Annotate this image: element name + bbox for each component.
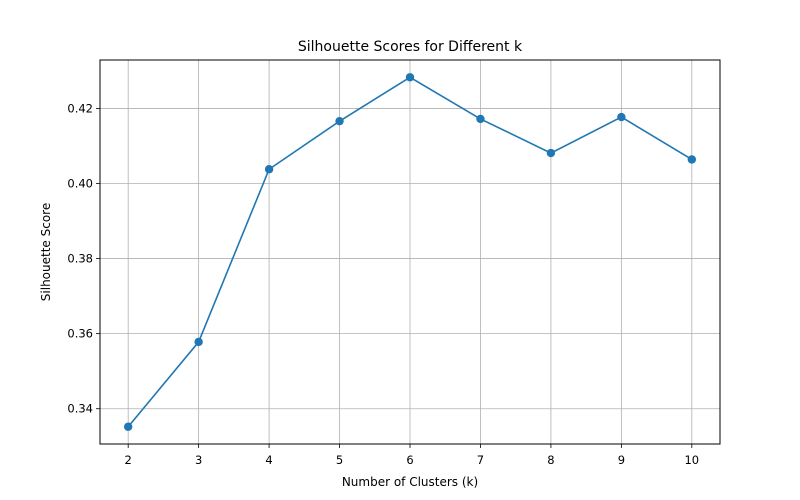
- data-point: [335, 116, 344, 126]
- x-tick-label: 6: [406, 453, 413, 467]
- x-tick-label: 10: [684, 453, 699, 467]
- y-tick-label: 0.38: [67, 252, 93, 266]
- x-axis-label: Number of Clusters (k): [342, 475, 478, 489]
- y-tick-label: 0.36: [67, 327, 93, 341]
- data-point: [194, 337, 203, 347]
- data-point: [476, 114, 485, 124]
- grid: [100, 60, 720, 444]
- x-tick-label: 8: [547, 453, 554, 467]
- y-axis-label: Silhouette Score: [39, 203, 53, 301]
- x-tick-label: 4: [265, 453, 272, 467]
- y-tick-label: 0.34: [67, 402, 93, 416]
- x-tick-label: 2: [125, 453, 132, 467]
- data-point: [405, 73, 415, 82]
- data-point: [546, 148, 556, 158]
- x-tick-label: 9: [618, 453, 625, 467]
- data-point: [123, 422, 133, 431]
- x-tick-label: 5: [336, 453, 343, 467]
- plot-frame: [99, 59, 721, 445]
- x-tick-label: 3: [195, 453, 202, 467]
- data-point: [264, 165, 274, 174]
- x-tick-label: 7: [477, 453, 484, 467]
- y-tick-label: 0.40: [67, 176, 93, 190]
- ticks: 2 3 4 5 6 7 8 9 10 0.34 0.36 0.38 0.40 0.42: [67, 101, 699, 467]
- y-tick-label: 0.42: [67, 101, 93, 115]
- data-point: [687, 155, 697, 164]
- chart-title: Silhouette Scores for Different k: [298, 39, 523, 55]
- series: [123, 73, 697, 431]
- data-point: [617, 112, 626, 122]
